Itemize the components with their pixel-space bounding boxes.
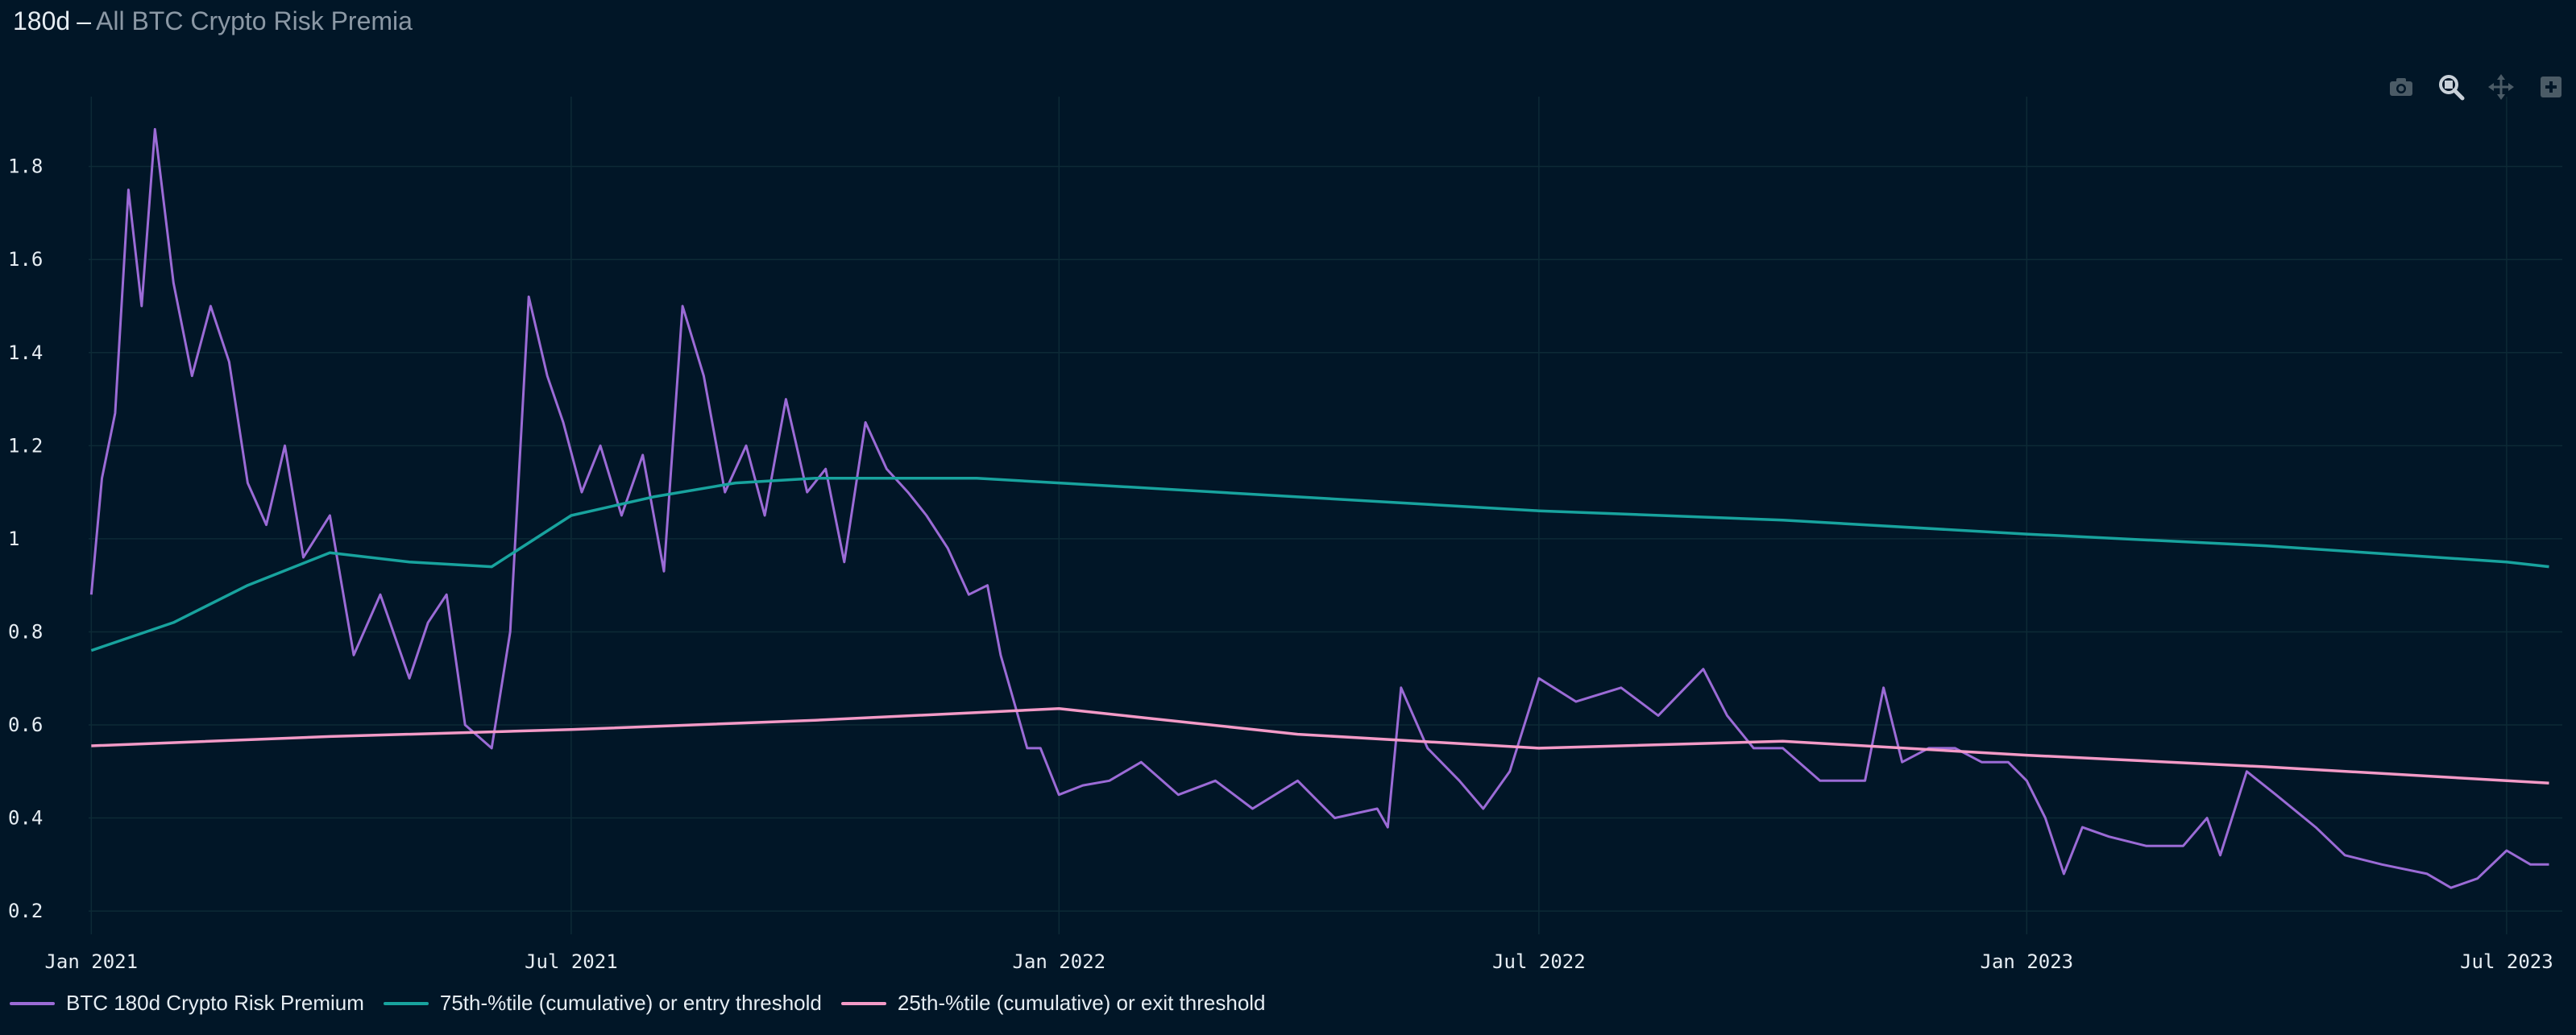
y-tick-label: 0.8: [8, 620, 43, 643]
grid: [89, 97, 2562, 934]
x-axis: Jan 2021 Jul 2021 Jan 2022 Jul 2022 Jan 2023…: [44, 950, 2553, 973]
p75-line: [90, 477, 2549, 652]
legend-item-premium[interactable]: BTC 180d Crypto Risk Premium: [10, 991, 364, 1016]
chart-title: 180d – All BTC Crypto Risk Premia: [13, 6, 413, 36]
y-tick-label: 0.6: [8, 714, 43, 736]
y-axis: 0.2 0.4 0.6 0.8 1 1.2 1.4 1.6 1.8: [8, 155, 43, 922]
legend-label-p25: 25th-%tile (cumulative) or exit threshol…: [897, 991, 1266, 1015]
chart-subtitle: All BTC Crypto Risk Premia: [95, 6, 413, 35]
x-tick-label: Jul 2021: [525, 950, 618, 973]
zoom-icon[interactable]: [2435, 71, 2467, 103]
y-tick-label: 1.4: [8, 342, 43, 364]
legend-label-p75: 75th-%tile (cumulative) or entry thresho…: [439, 991, 822, 1015]
pan-icon[interactable]: [2485, 71, 2517, 103]
legend: BTC 180d Crypto Risk Premium 75th-%tile …: [10, 991, 1266, 1016]
series-lines: [89, 127, 2549, 889]
legend-item-p75[interactable]: 75th-%tile (cumulative) or entry thresho…: [383, 991, 822, 1016]
chart-toolbar: [2385, 71, 2567, 103]
x-tick-label: Jan 2021: [44, 950, 138, 973]
chart-title-separator: –: [77, 6, 91, 35]
camera-icon[interactable]: [2385, 71, 2417, 103]
x-tick-label: Jan 2023: [1981, 950, 2074, 973]
y-tick-label: 1.8: [8, 155, 43, 178]
chart-title-main: 180d: [13, 6, 71, 35]
x-tick-label: Jul 2023: [2460, 950, 2553, 973]
y-tick-label: 1.6: [8, 248, 43, 271]
premium-line: [89, 127, 2549, 889]
legend-swatch-p75: [383, 1001, 429, 1005]
y-tick-label: 0.2: [8, 900, 43, 922]
y-tick-label: 0.4: [8, 807, 43, 830]
legend-swatch-premium: [10, 1001, 55, 1005]
legend-label-premium: BTC 180d Crypto Risk Premium: [66, 991, 364, 1015]
y-tick-label: 1.2: [8, 434, 43, 457]
x-tick-label: Jul 2022: [1492, 950, 1586, 973]
legend-swatch-p25: [840, 1001, 886, 1005]
x-tick-label: Jan 2022: [1013, 950, 1106, 973]
add-icon[interactable]: [2535, 71, 2567, 103]
legend-item-p25[interactable]: 25th-%tile (cumulative) or exit threshol…: [840, 991, 1266, 1016]
p25-line: [91, 707, 2549, 785]
y-tick-label: 1: [8, 528, 19, 550]
